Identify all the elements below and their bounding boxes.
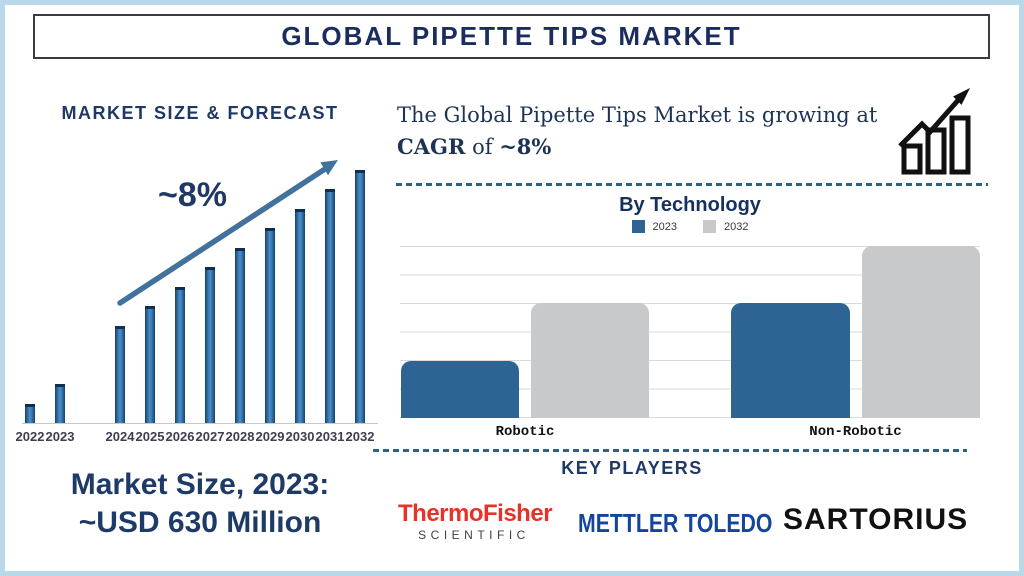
page-title: GLOBAL PIPETTE TIPS MARKET xyxy=(281,21,742,51)
cagr-summary: The Global Pipette Tips Market is growin… xyxy=(397,100,917,163)
forecast-bar-2031 xyxy=(325,189,335,423)
tech-legend: 2023 2032 xyxy=(400,220,980,233)
dashed-divider-top xyxy=(396,183,988,186)
by-technology-heading: By Technology xyxy=(619,194,761,216)
forecast-year-label: 2023 xyxy=(45,429,75,444)
title-banner: GLOBAL PIPETTE TIPS MARKET xyxy=(33,14,990,59)
forecast-year-label: 2030 xyxy=(285,429,315,444)
tech-category-label: Non-Robotic xyxy=(809,424,902,440)
forecast-year-label: 2029 xyxy=(255,429,285,444)
forecast-bar-2024 xyxy=(115,325,125,423)
forecast-bar-2030 xyxy=(295,208,305,423)
forecast-bar-2027 xyxy=(205,267,215,423)
forecast-year-label: 2022 xyxy=(15,429,45,444)
forecast-bar-2023 xyxy=(55,384,65,423)
market-size-line2: ~USD 630 Million xyxy=(78,506,322,539)
forecast-year-label: 2028 xyxy=(225,429,255,444)
tech-group-Non-Robotic xyxy=(731,246,980,418)
forecast-year-label: 2032 xyxy=(345,429,375,444)
thermo-fisher-subtext: SCIENTIFIC xyxy=(418,528,530,542)
legend-label: 2023 xyxy=(652,220,677,233)
tech-bar-Non-Robotic-2023 xyxy=(731,303,850,418)
forecast-bar-2028 xyxy=(235,247,245,423)
forecast-bar-2032 xyxy=(355,169,365,423)
bar-chart-rising-arrow-icon xyxy=(898,88,971,175)
tech-bar-Non-Robotic-2032 xyxy=(861,246,980,418)
dashed-divider-bottom xyxy=(373,449,967,452)
summary-rate: ~8% xyxy=(499,134,552,159)
summary-cagr: CAGR xyxy=(397,134,466,159)
legend-item-2023: 2023 xyxy=(631,220,677,233)
forecast-bar-2026 xyxy=(175,286,185,423)
forecast-year-label: 2026 xyxy=(165,429,195,444)
cagr-growth-label: ~8% xyxy=(158,176,227,214)
forecast-year-label: 2024 xyxy=(105,429,135,444)
forecast-bar-2029 xyxy=(265,228,275,423)
logo-thermo-fisher: ThermoFisher SCIENTIFIC xyxy=(398,500,553,543)
forecast-bar-2022 xyxy=(25,403,35,423)
logo-sartorius: SARTORIUS xyxy=(783,503,969,536)
market-size-callout: Market Size, 2023: ~USD 630 Million xyxy=(18,466,382,542)
forecast-heading: MARKET SIZE & FORECAST xyxy=(61,103,339,123)
legend-label: 2032 xyxy=(724,220,749,233)
tech-bar-Robotic-2032 xyxy=(531,303,649,418)
tech-bar-Robotic-2023 xyxy=(401,361,519,418)
forecast-year-label: 2031 xyxy=(315,429,345,444)
legend-item-2032: 2032 xyxy=(703,220,748,233)
market-size-line1: Market Size, 2023: xyxy=(70,468,330,501)
summary-line2: CAGR of ~8% xyxy=(397,131,917,163)
summary-line1: The Global Pipette Tips Market is growin… xyxy=(397,103,878,127)
legend-swatch-2023 xyxy=(631,220,645,233)
tech-category-label: Robotic xyxy=(495,424,555,440)
logo-mettler-toledo: METTLER TOLEDO xyxy=(578,509,773,539)
by-technology-chart: Robotic Non-Robotic xyxy=(400,246,980,440)
legend-swatch-2032 xyxy=(703,220,716,233)
thermo-fisher-wordmark: ThermoFisher xyxy=(398,500,553,527)
forecast-year-label: 2025 xyxy=(135,429,165,444)
tech-group-Robotic xyxy=(401,303,649,418)
forecast-year-label: 2027 xyxy=(195,429,225,444)
key-players-heading: KEY PLAYERS xyxy=(561,458,703,478)
forecast-bar-2025 xyxy=(145,306,155,423)
summary-of: of xyxy=(465,135,500,159)
